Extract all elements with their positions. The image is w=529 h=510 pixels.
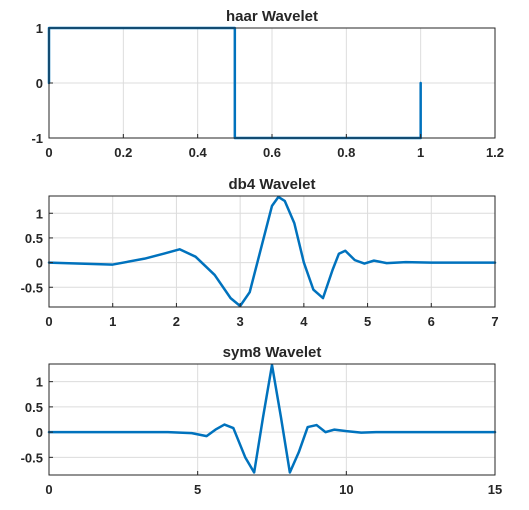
db4-wavelet-subplot: 0 1 2 3 4 5 6 7 -0.5 0 0.5 1 db4 Wavelet (21, 176, 499, 329)
x-tick-label: 0.2 (114, 145, 132, 160)
x-tick-label: 6 (428, 314, 435, 329)
x-tick-label: 5 (364, 314, 371, 329)
x-tick-label: 2 (173, 314, 180, 329)
subplot-title: sym8 Wavelet (223, 344, 322, 361)
x-tick-label: 3 (237, 314, 244, 329)
y-tick-label: -0.5 (21, 450, 43, 465)
sym8-wavelet-subplot: 0 5 10 15 -0.5 0 0.5 1 sym8 Wavelet (21, 344, 503, 497)
x-tick-label: 7 (491, 314, 498, 329)
x-tick-label: 0 (45, 482, 52, 497)
axes-frame (48, 195, 496, 308)
y-tick-label: 1 (36, 21, 43, 36)
y-tick-label: 0 (36, 76, 43, 91)
x-tick-label: 0.8 (337, 145, 355, 160)
y-tick-label: 0 (36, 425, 43, 440)
x-tick-label: 0 (45, 314, 52, 329)
x-tick-label: 0.6 (263, 145, 281, 160)
y-tick-label: 0 (36, 256, 43, 271)
x-tick-label: 10 (339, 482, 353, 497)
y-tick-label: -1 (31, 131, 43, 146)
x-tick-label: 5 (194, 482, 201, 497)
x-tick-label: 1 (417, 145, 424, 160)
y-tick-label: 1 (36, 206, 43, 221)
x-tick-label: 1.2 (486, 145, 504, 160)
x-tick-label: 15 (488, 482, 502, 497)
x-tick-label: 1 (109, 314, 116, 329)
x-tick-label: 0 (45, 145, 52, 160)
y-tick-label: 1 (36, 375, 43, 390)
axes-frame (48, 363, 496, 476)
y-tick-label: 0.5 (25, 400, 43, 415)
wavelet-curve (47, 195, 497, 308)
subplot-title: db4 Wavelet (229, 176, 316, 193)
x-tick-label: 0.4 (189, 145, 208, 160)
plot-area (49, 196, 495, 307)
wavelet-curve (47, 363, 497, 474)
y-tick-label: 0.5 (25, 231, 43, 246)
plot-area (49, 364, 495, 475)
subplot-title: haar Wavelet (226, 8, 318, 25)
y-tick-label: -0.5 (21, 280, 43, 295)
x-tick-label: 4 (300, 314, 308, 329)
